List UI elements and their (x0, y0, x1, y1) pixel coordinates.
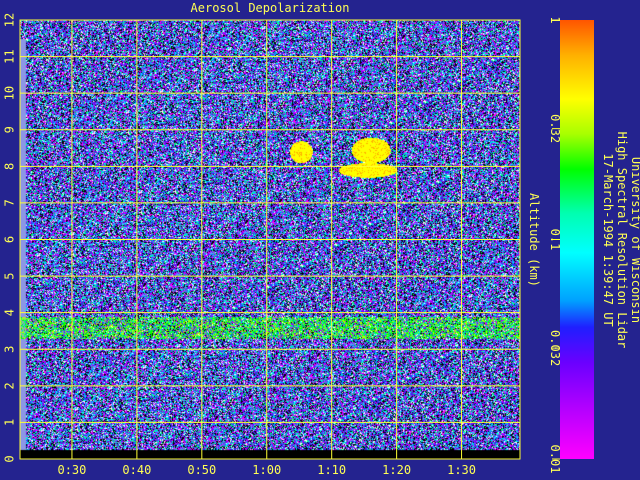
y-tick-label: 7 (3, 199, 17, 206)
x-tick-label: 1:20 (382, 463, 411, 477)
x-tick-label: 0:40 (122, 463, 151, 477)
grid-lines (19, 19, 521, 460)
y-axis-label: Altitude (km) (527, 193, 541, 287)
caption-line: University of Wisconsin (629, 157, 640, 323)
x-tick-label: 0:50 (187, 463, 216, 477)
y-tick-label: 6 (3, 236, 17, 243)
colorbar-tick-label: 0.1 (548, 229, 562, 251)
colorbar-tick-label: 0.032 (548, 330, 562, 366)
x-axis-ticks: 0:30 0:40 0:50 1:00 1:10 1:20 1:30 (57, 463, 476, 477)
y-tick-label: 10 (3, 86, 17, 100)
y-tick-label: 12 (3, 13, 17, 27)
y-tick-label: 8 (3, 163, 17, 170)
colorbar-tick-label: 0.01 (548, 445, 562, 474)
x-tick-label: 1:10 (317, 463, 346, 477)
x-tick-label: 1:00 (252, 463, 281, 477)
x-tick-label: 1:30 (447, 463, 476, 477)
y-tick-label: 3 (3, 346, 17, 353)
colorbar-tick-label: 1 (548, 16, 562, 23)
y-tick-label: 1 (3, 419, 17, 426)
y-tick-label: 9 (3, 126, 17, 133)
chart-title: Aerosol Depolarization (190, 1, 350, 15)
colorbar-ticks: 1 0.32 0.1 0.032 0.01 (548, 16, 562, 473)
x-tick-label: 0:30 (57, 463, 86, 477)
y-tick-label: 2 (3, 382, 17, 389)
colorbar-tick-label: 0.32 (548, 114, 562, 143)
caption-line: High Spectral Resolution Lidar (615, 132, 629, 349)
colorbar (560, 20, 594, 459)
caption-line: 17-March-1994 1:39:47 UT (601, 153, 615, 326)
y-tick-label: 11 (3, 49, 17, 63)
y-tick-label: 5 (3, 272, 17, 279)
y-tick-label: 4 (3, 309, 17, 316)
y-tick-label: 0 (3, 455, 17, 462)
